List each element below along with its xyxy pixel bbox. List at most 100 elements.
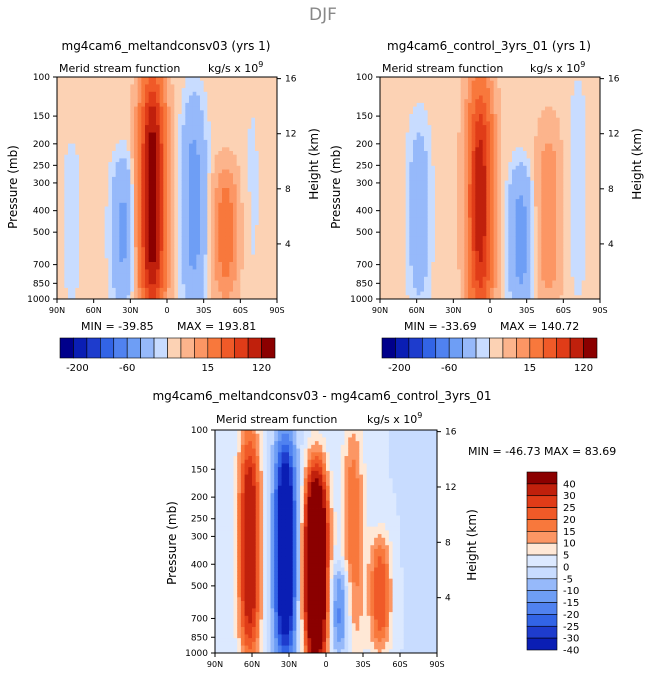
field-cell — [236, 225, 241, 230]
field-cell — [438, 88, 443, 93]
field-cell — [75, 151, 80, 156]
field-cell — [222, 195, 227, 200]
field-cell — [402, 254, 407, 259]
field-cell — [126, 77, 131, 82]
field-cell — [75, 269, 80, 274]
field-cell — [57, 154, 62, 159]
field-cell — [189, 188, 194, 193]
field-cell — [130, 147, 135, 152]
field-cell — [156, 114, 161, 119]
field-cell — [148, 250, 153, 255]
field-cell — [225, 184, 230, 189]
field-cell — [75, 102, 80, 107]
field-cell — [383, 102, 388, 107]
field-cell — [104, 291, 109, 296]
field-cell — [233, 169, 238, 174]
field-cell — [148, 213, 153, 218]
field-cell — [64, 202, 69, 207]
field-cell — [211, 158, 216, 163]
field-cell — [438, 276, 443, 281]
field-cell — [258, 125, 263, 130]
field-cell — [170, 184, 175, 189]
field-cell — [130, 132, 135, 137]
field-cell — [126, 232, 131, 237]
field-cell — [273, 236, 278, 241]
field-cell — [251, 180, 256, 185]
field-cell — [398, 117, 403, 122]
field-cell — [112, 188, 117, 193]
field-cell — [402, 84, 407, 89]
field-cell — [189, 254, 194, 259]
field-cell — [457, 184, 462, 189]
field-cell — [170, 162, 175, 167]
field-cell — [380, 213, 385, 218]
field-cell — [119, 158, 124, 163]
field-cell — [269, 143, 274, 148]
field-cell — [409, 151, 414, 156]
field-cell — [240, 225, 245, 230]
field-cell — [269, 250, 274, 255]
field-cell — [266, 202, 271, 207]
field-cell — [207, 291, 212, 296]
field-cell — [119, 110, 124, 115]
field-cell — [148, 132, 153, 137]
field-cell — [244, 228, 249, 233]
panel-2-subtitle: Merid stream function — [382, 62, 503, 75]
field-cell — [405, 77, 410, 82]
field-cell — [163, 228, 168, 233]
field-cell — [181, 184, 186, 189]
field-cell — [148, 247, 153, 252]
field-cell — [453, 291, 458, 296]
field-cell — [185, 162, 190, 167]
field-cell — [71, 95, 76, 100]
field-cell — [196, 258, 201, 263]
field-cell — [97, 162, 102, 167]
field-cell — [170, 173, 175, 178]
field-cell — [60, 232, 65, 237]
field-cell — [152, 99, 157, 104]
field-cell — [442, 117, 447, 122]
field-cell — [457, 236, 462, 241]
field-cell — [211, 191, 216, 196]
field-cell — [115, 99, 120, 104]
field-cell — [420, 232, 425, 237]
field-cell — [79, 110, 84, 115]
field-cell — [222, 77, 227, 82]
field-cell — [416, 128, 421, 133]
field-cell — [218, 273, 223, 278]
field-cell — [225, 265, 230, 270]
field-cell — [431, 165, 436, 170]
field-cell — [438, 173, 443, 178]
y-tick-label: 700 — [33, 261, 50, 271]
field-cell — [214, 247, 219, 252]
field-cell — [394, 77, 399, 82]
field-cell — [457, 247, 462, 252]
field-cell — [218, 77, 223, 82]
field-cell — [192, 173, 197, 178]
field-cell — [163, 84, 168, 89]
field-cell — [126, 247, 131, 252]
field-cell — [86, 128, 91, 133]
field-cell — [222, 232, 227, 237]
field-cell — [104, 232, 109, 237]
field-cell — [409, 106, 414, 111]
field-cell — [449, 188, 454, 193]
field-cell — [380, 254, 385, 259]
field-cell — [229, 280, 234, 285]
field-cell — [178, 158, 183, 163]
field-cell — [75, 280, 80, 285]
field-cell — [93, 154, 98, 159]
field-cell — [240, 213, 245, 218]
field-cell — [104, 128, 109, 133]
field-cell — [181, 280, 186, 285]
field-cell — [402, 180, 407, 185]
field-cell — [163, 236, 168, 241]
field-cell — [86, 95, 91, 100]
field-cell — [424, 158, 429, 163]
field-cell — [247, 117, 252, 122]
field-cell — [185, 99, 190, 104]
field-cell — [413, 91, 418, 96]
x-tick-label: 30N — [122, 306, 138, 315]
field-cell — [196, 228, 201, 233]
field-cell — [108, 262, 113, 267]
